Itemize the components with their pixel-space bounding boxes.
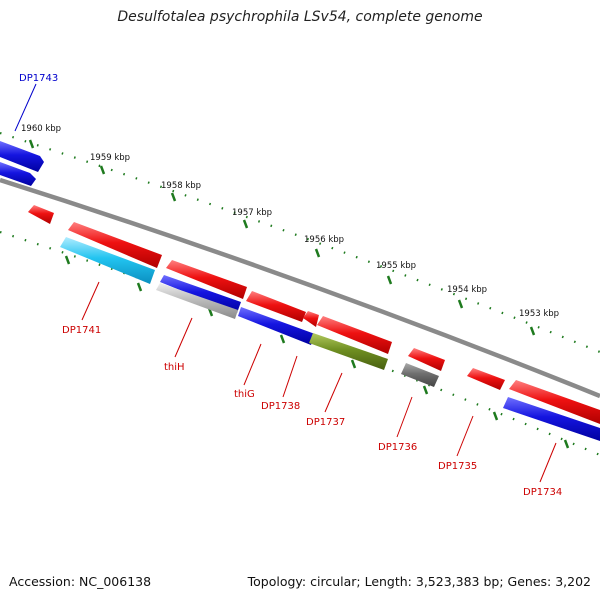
scale-label-1954: 1954 kbp xyxy=(447,285,487,295)
scale-label-1953: 1953 kbp xyxy=(519,309,559,319)
gene-red-7[interactable] xyxy=(408,348,445,371)
gene-blue-1[interactable] xyxy=(160,275,241,313)
gene-DP1736-arrow[interactable] xyxy=(401,363,439,387)
scale-label-1959: 1959 kbp xyxy=(90,153,130,163)
reverse-strand-genes xyxy=(28,205,600,441)
scale-label-1960: 1960 kbp xyxy=(21,124,61,134)
gene-DP1734-arrow[interactable] xyxy=(503,397,600,441)
gene-red-8[interactable] xyxy=(509,380,600,424)
major-ticks xyxy=(28,139,570,449)
label-leader-lines xyxy=(14,83,557,483)
gene-DP1741-arrow[interactable] xyxy=(60,237,155,284)
gene-red-4[interactable] xyxy=(246,291,306,322)
scale-label-1955: 1955 kbp xyxy=(376,261,416,271)
gene-DP1735-arrow[interactable] xyxy=(467,368,505,390)
gene-red-3[interactable] xyxy=(166,260,247,299)
map-title: Desulfotalea psychrophila LSv54, complet… xyxy=(117,9,483,25)
gene-label-DP1741: DP1741 xyxy=(62,325,101,336)
genome-summary-label: Topology: circular; Length: 3,523,383 bp… xyxy=(247,574,591,589)
gene-label-thiH: thiH xyxy=(164,362,185,373)
gene-label-DP1737: DP1737 xyxy=(306,417,345,428)
gene-red-1[interactable] xyxy=(28,205,54,224)
gene-thiH-arrow[interactable] xyxy=(156,283,238,319)
scale-label-1958: 1958 kbp xyxy=(161,181,201,191)
gene-red-2[interactable] xyxy=(68,222,162,268)
gene-forward-blue-arrow[interactable] xyxy=(0,162,36,186)
gene-label-DP1734: DP1734 xyxy=(523,487,562,498)
gene-thiG-arrow[interactable] xyxy=(238,307,315,345)
inner-scale-ticks xyxy=(0,230,600,457)
scale-label-1956: 1956 kbp xyxy=(304,235,344,245)
scale-label-1957: 1957 kbp xyxy=(232,208,272,218)
gene-label-DP1735: DP1735 xyxy=(438,461,477,472)
gene-label-DP1738: DP1738 xyxy=(261,401,300,412)
accession-label: Accession: NC_006138 xyxy=(9,574,152,589)
gene-red-5[interactable] xyxy=(303,311,319,327)
gene-label-DP1743: DP1743 xyxy=(19,73,58,84)
gene-DP1737-arrow[interactable] xyxy=(309,333,388,370)
gene-DP1743-arrow[interactable] xyxy=(0,141,44,172)
genome-backbone xyxy=(0,177,600,399)
gene-red-6[interactable] xyxy=(317,316,392,354)
gene-label-DP1736: DP1736 xyxy=(378,442,417,453)
gene-label-thiG: thiG xyxy=(234,389,255,400)
